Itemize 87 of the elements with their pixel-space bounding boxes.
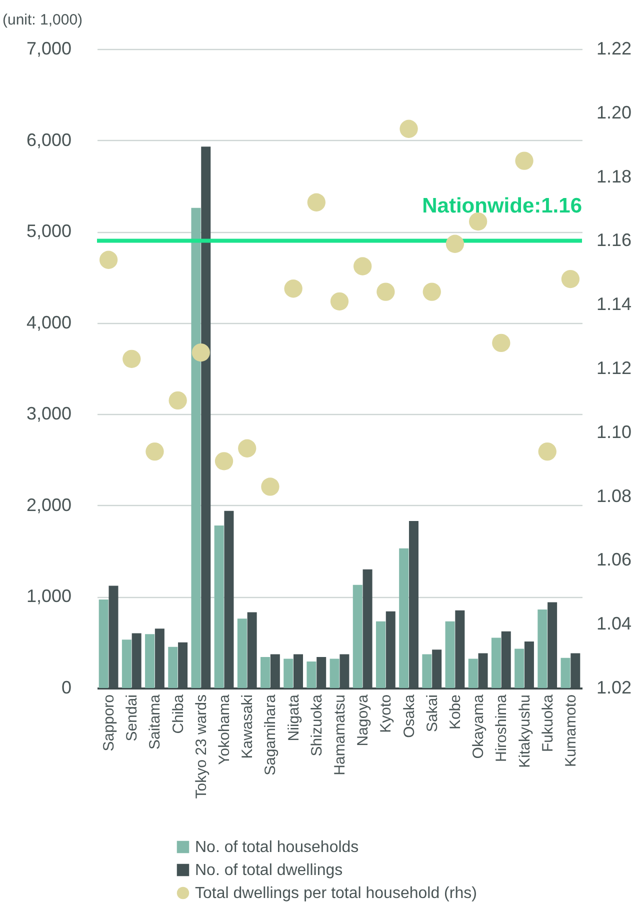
point bbox=[492, 334, 510, 352]
bar bbox=[468, 658, 478, 688]
x-tick-label: Osaka bbox=[400, 694, 418, 738]
point bbox=[214, 452, 234, 470]
bar bbox=[191, 208, 201, 688]
y2-tick-label: 1.20 bbox=[596, 102, 632, 122]
point bbox=[515, 152, 534, 170]
bar bbox=[122, 640, 132, 688]
bar bbox=[260, 656, 270, 688]
point bbox=[330, 292, 349, 310]
x-tick-label: Kobe bbox=[446, 694, 464, 730]
bar bbox=[98, 599, 108, 688]
x-tick-label: Kumamoto bbox=[562, 694, 580, 768]
point bbox=[122, 350, 141, 368]
bar bbox=[491, 638, 501, 688]
bar bbox=[330, 658, 340, 688]
y-tick-label: 6,000 bbox=[26, 130, 72, 150]
x-tick-label: Fukuoka bbox=[539, 694, 556, 752]
x-tick-label: Shizuoka bbox=[308, 694, 326, 756]
bar bbox=[399, 548, 409, 688]
point bbox=[376, 282, 395, 301]
point bbox=[446, 234, 464, 253]
bar bbox=[445, 621, 455, 688]
x-tick-label: Kitakyushu bbox=[516, 694, 534, 768]
bar bbox=[514, 648, 524, 688]
bar bbox=[422, 654, 432, 688]
point bbox=[538, 442, 556, 461]
y2-tick-label: 1.10 bbox=[596, 422, 632, 442]
bar bbox=[306, 662, 316, 688]
x-tick-label: Hamamatsu bbox=[332, 694, 348, 776]
y-tick-label: 2,000 bbox=[26, 494, 72, 515]
point bbox=[146, 442, 164, 461]
y2-tick-label: 1.04 bbox=[596, 614, 632, 634]
y-tick-label: 0 bbox=[61, 678, 72, 698]
x-tick-label: Sapporo bbox=[100, 694, 118, 752]
x-tick-label: Sendai bbox=[124, 694, 141, 742]
y2-tick-label: 1.08 bbox=[596, 486, 632, 506]
bar bbox=[560, 658, 570, 688]
bar bbox=[214, 526, 224, 688]
x-tick-label: Niigata bbox=[285, 694, 302, 742]
bar bbox=[376, 621, 386, 688]
x-tick-label: Chiba bbox=[170, 694, 187, 734]
x-tick-label: Saitama bbox=[146, 694, 164, 750]
x-tick-label: Yokohama bbox=[216, 694, 234, 765]
bar bbox=[145, 634, 155, 688]
bar bbox=[284, 658, 294, 688]
y2-tick-label: 1.14 bbox=[596, 294, 632, 314]
y2-tick-label: 1.02 bbox=[596, 678, 632, 698]
point bbox=[468, 212, 488, 231]
y-axis-title: (unit: 1,000) bbox=[2, 12, 83, 28]
y-tick-label: 1,000 bbox=[26, 586, 72, 606]
bar bbox=[237, 618, 247, 688]
x-tick-label: Sagamihara bbox=[262, 694, 280, 776]
y-tick-label: 3,000 bbox=[26, 404, 72, 424]
x-tick-label: Hiroshima bbox=[493, 694, 510, 762]
y-tick-label: 4,000 bbox=[26, 312, 72, 332]
point bbox=[192, 343, 210, 362]
x-tick-label: Nagoya bbox=[354, 694, 372, 746]
y-tick-label: 5,000 bbox=[26, 221, 72, 242]
x-tick-label: Tokyo 23 wards bbox=[192, 694, 210, 799]
bar bbox=[352, 584, 362, 688]
point bbox=[261, 478, 280, 496]
ref-line-label: Nationwide:1.16 bbox=[422, 194, 582, 218]
legend-label: No. of total households bbox=[195, 839, 359, 856]
y-tick-label: 7,000 bbox=[26, 38, 72, 58]
x-tick-label: Okayama bbox=[470, 694, 488, 759]
point bbox=[354, 257, 372, 276]
x-tick-label: Kyoto bbox=[378, 694, 395, 733]
x-tick-label: Sakai bbox=[424, 694, 441, 732]
y2-tick-label: 1.16 bbox=[596, 230, 632, 250]
point bbox=[238, 439, 256, 458]
y2-tick-label: 1.12 bbox=[596, 358, 632, 378]
point bbox=[400, 120, 418, 138]
point bbox=[307, 193, 326, 212]
point bbox=[99, 250, 118, 269]
legend-label: Total dwellings per total household (rhs) bbox=[195, 885, 477, 902]
point bbox=[422, 282, 441, 301]
y2-tick-label: 1.22 bbox=[596, 38, 632, 58]
bar bbox=[168, 646, 178, 688]
point bbox=[168, 391, 187, 410]
y2-tick-label: 1.18 bbox=[596, 166, 632, 186]
point bbox=[284, 280, 302, 298]
point bbox=[561, 270, 580, 288]
y2-tick-label: 1.06 bbox=[596, 550, 632, 570]
bar bbox=[538, 609, 548, 688]
x-tick-label: Kawasaki bbox=[239, 694, 256, 759]
legend-label: No. of total dwellings bbox=[195, 862, 343, 879]
